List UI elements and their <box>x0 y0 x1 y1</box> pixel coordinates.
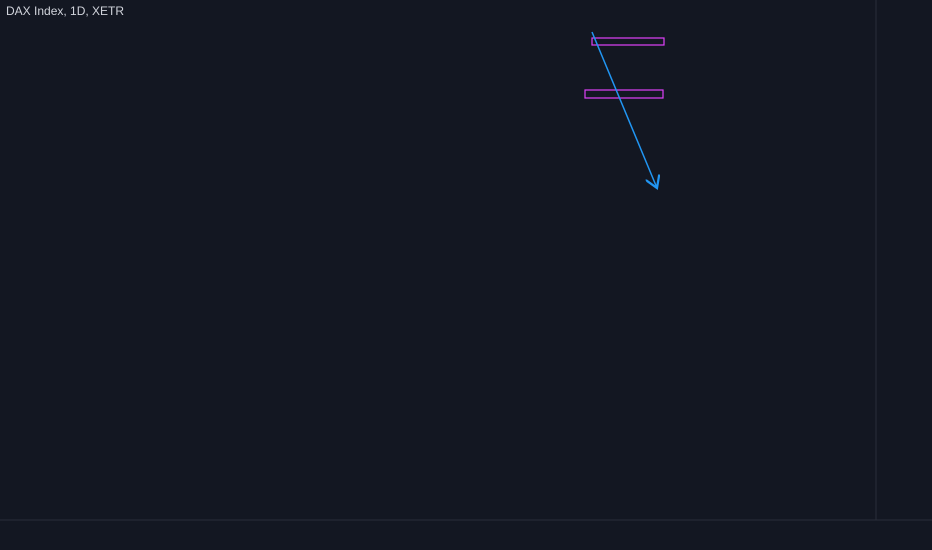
legend: DAX Index, 1D, XETR <box>6 4 124 18</box>
chart-title: DAX Index, 1D, XETR <box>6 4 124 18</box>
arrow <box>591 31 657 188</box>
drawings <box>584 31 665 188</box>
box <box>591 37 665 46</box>
box <box>584 89 664 99</box>
